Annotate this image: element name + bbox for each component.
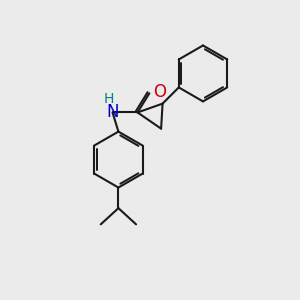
Text: O: O	[153, 83, 166, 101]
Text: H: H	[104, 92, 114, 106]
Text: N: N	[106, 103, 119, 122]
